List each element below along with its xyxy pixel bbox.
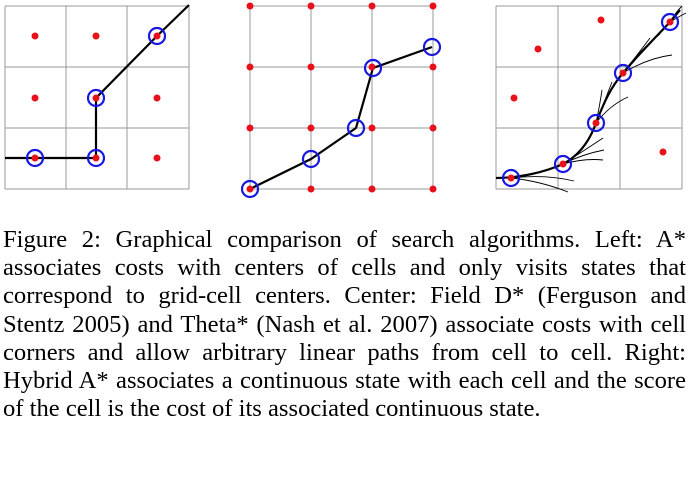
figure-search-comparison	[0, 0, 688, 200]
center-corner-dot	[307, 63, 315, 71]
center-corner-dot	[429, 63, 437, 71]
right-visited-dot	[619, 69, 627, 77]
center-corner-dot	[307, 124, 315, 132]
center-visited-states	[240, 37, 442, 199]
right-visited-ring	[586, 113, 606, 133]
right-cell-state-dot	[659, 148, 667, 156]
figure-caption: Figure 2: Graphical comparison of search…	[3, 226, 686, 423]
center-corner-dot	[429, 185, 437, 193]
center-path	[249, 45, 433, 190]
right-cell-state-dot	[510, 94, 518, 102]
left-cell-center-dot	[92, 94, 100, 102]
right-candidate-arc	[622, 54, 673, 74]
panel-center-field-dstar	[240, 2, 442, 199]
right-visited-ring	[613, 63, 633, 83]
right-visited-dot	[592, 119, 600, 127]
left-cell-center-dot	[153, 154, 161, 162]
center-corner-dot	[307, 2, 315, 10]
right-unvisited-cells	[510, 16, 667, 156]
left-cell-centers	[31, 32, 161, 162]
left-cell-center-dot	[153, 32, 161, 40]
right-visited-ring	[553, 154, 573, 174]
right-visited-states	[501, 12, 680, 188]
left-cell-center-dot	[92, 32, 100, 40]
center-corner-dot	[246, 2, 254, 10]
right-candidate-arc	[595, 96, 629, 124]
center-visited-ring	[240, 179, 260, 199]
left-path	[5, 4, 190, 160]
panel-right-hybrid-astar	[495, 5, 687, 193]
right-grid	[495, 5, 683, 190]
center-visited-ring	[363, 58, 383, 78]
center-corner-dot	[429, 124, 437, 132]
left-cell-center-dot	[31, 94, 39, 102]
right-visited-dot	[666, 18, 674, 26]
right-visited-dot	[559, 160, 567, 168]
left-cell-center-dot	[31, 32, 39, 40]
left-cell-center-dot	[92, 154, 100, 162]
left-cell-center-dot	[31, 154, 39, 162]
center-corner-dot	[246, 124, 254, 132]
left-visited-ring	[86, 148, 106, 168]
left-visited-states	[25, 26, 167, 168]
center-visited-ring	[422, 37, 442, 57]
right-path	[495, 9, 681, 180]
left-cell-center-dot	[153, 94, 161, 102]
left-visited-ring	[25, 148, 45, 168]
right-visited-dot	[507, 174, 515, 182]
center-corner-dot	[368, 185, 376, 193]
right-candidate-arc	[562, 149, 605, 165]
center-corner-dot	[429, 2, 437, 10]
left-visited-ring	[147, 26, 167, 46]
center-corner-dot	[246, 63, 254, 71]
right-visited-ring	[501, 168, 521, 188]
figure-svg	[4, 2, 687, 199]
right-visited-ring	[660, 12, 680, 32]
center-visited-ring	[301, 149, 321, 169]
right-cell-state-dot	[534, 45, 542, 53]
center-cell-corners	[246, 2, 437, 193]
center-visited-ring	[346, 118, 366, 138]
right-visited-dots	[507, 18, 674, 182]
center-corner-dot	[368, 2, 376, 10]
right-candidate-arc	[510, 177, 569, 193]
center-corner-dot	[368, 63, 376, 71]
left-visited-ring	[86, 88, 106, 108]
center-corner-dot	[368, 124, 376, 132]
panel-left-astar	[4, 4, 190, 190]
center-corner-dot	[246, 185, 254, 193]
center-grid	[249, 5, 434, 190]
right-cell-state-dot	[597, 16, 605, 24]
center-corner-dot	[307, 185, 315, 193]
